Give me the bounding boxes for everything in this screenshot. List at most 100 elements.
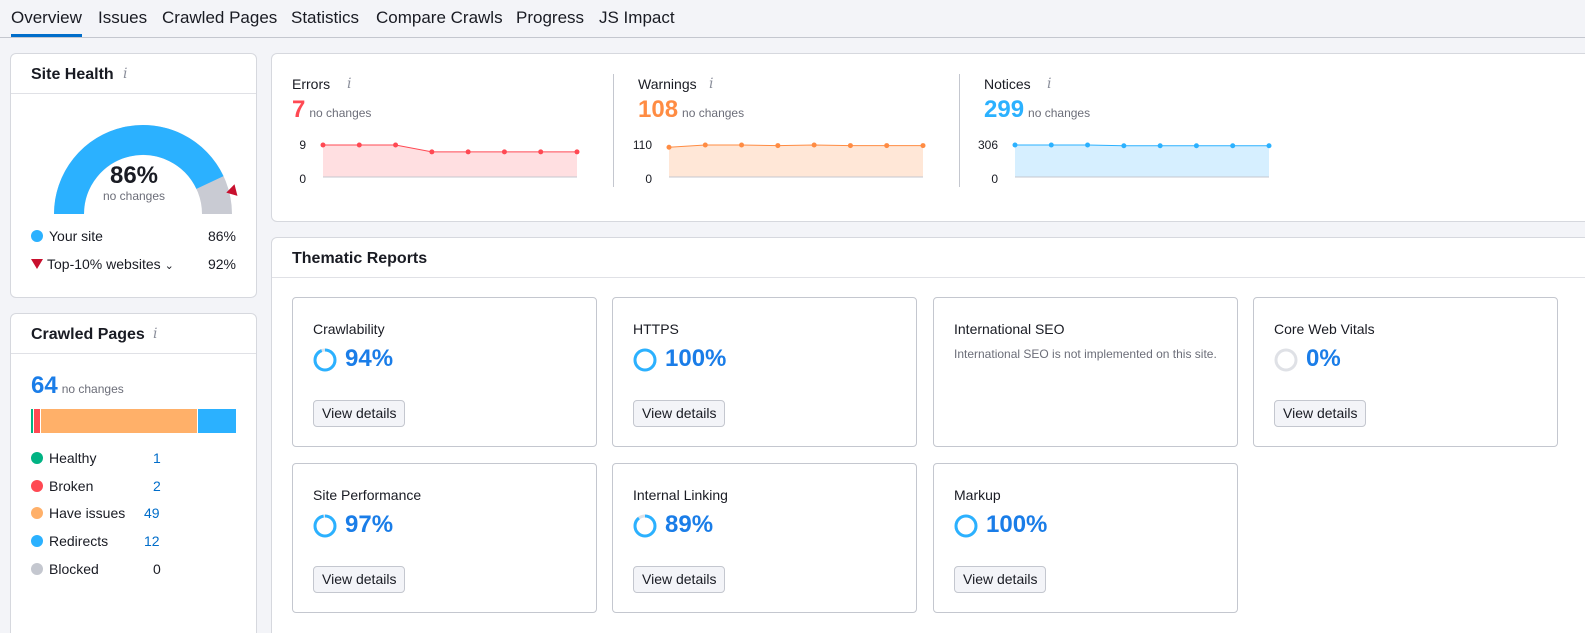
tab-progress[interactable]: Progress <box>516 8 585 27</box>
warnings-line <box>668 144 923 148</box>
notices-point-2[interactable] <box>1085 142 1091 148</box>
report-name: Crawlability <box>313 321 385 337</box>
thematic-reports-title: Thematic Reports <box>292 250 428 267</box>
bar-segment-redirects[interactable] <box>198 409 237 433</box>
errors-point-5[interactable] <box>501 149 507 155</box>
warnings-info-icon[interactable]: i <box>709 76 714 92</box>
progress-ring-icon <box>313 348 337 372</box>
warnings-point-1[interactable] <box>702 142 708 148</box>
errors-point-2[interactable] <box>393 142 399 148</box>
notices-point-7[interactable] <box>1266 143 1272 149</box>
errors-point-6[interactable] <box>538 149 544 155</box>
errors-count[interactable]: 7 <box>292 96 306 123</box>
warnings-point-2[interactable] <box>739 142 745 148</box>
tab-issues[interactable]: Issues <box>98 8 148 27</box>
have-issues-label: Have issues <box>49 505 126 522</box>
blocked-label: Blocked <box>49 560 99 577</box>
report-score[interactable]: 89% <box>665 511 714 538</box>
thematic-reports-card: Thematic Reports Crawlability 94% View det… <box>271 237 1585 633</box>
tab-compare-crawls[interactable]: Compare Crawls <box>376 8 503 27</box>
view-details-button[interactable]: View details <box>313 400 406 427</box>
warnings-point-7[interactable] <box>920 143 926 149</box>
chevron-down-icon[interactable]: ⌄ <box>164 260 174 272</box>
notices-point-4[interactable] <box>1157 143 1163 149</box>
errors-axis-max: 9 <box>299 138 306 152</box>
errors-info-icon[interactable]: i <box>347 76 352 92</box>
warnings-point-0[interactable] <box>666 144 672 150</box>
report-name: Core Web Vitals <box>1274 321 1375 337</box>
bar-segment-have-issues[interactable] <box>40 409 199 433</box>
warnings-point-5[interactable] <box>847 143 853 149</box>
notices-point-0[interactable] <box>1012 142 1018 148</box>
crawled-pages-info-icon[interactable]: i <box>153 326 158 342</box>
report-name: International SEO <box>954 321 1065 337</box>
report-card-markup: Markup 100% View details <box>933 463 1238 613</box>
legend-your-site: Your site <box>31 228 103 244</box>
view-details-button[interactable]: View details <box>633 566 726 593</box>
errors-point-1[interactable] <box>356 142 362 148</box>
errors-point-4[interactable] <box>465 149 471 155</box>
redirects-count[interactable]: 12 <box>144 533 160 550</box>
legend-top10[interactable]: Top-10% websites ⌄ <box>31 256 174 272</box>
have-issues-count[interactable]: 49 <box>144 505 160 522</box>
report-score[interactable]: 0% <box>1306 345 1341 372</box>
bar-segment-healthy[interactable] <box>31 409 35 433</box>
tab-overview[interactable]: Overview <box>11 8 82 27</box>
errors-point-7[interactable] <box>574 149 580 155</box>
report-score[interactable]: 100% <box>986 511 1048 538</box>
view-details-button[interactable]: View details <box>954 566 1047 593</box>
warnings-label: Warnings <box>638 76 697 92</box>
view-details-button[interactable]: View details <box>313 566 406 593</box>
healthy-label: Healthy <box>49 450 97 466</box>
report-card-core-web-vitals: Core Web Vitals 0% View details <box>1253 297 1558 447</box>
warnings-point-6[interactable] <box>884 143 890 149</box>
errors-area <box>323 145 577 177</box>
redirects-dot-icon <box>31 535 43 548</box>
triangle-down-icon <box>31 259 43 269</box>
crawled-pages-title: Crawled Pages <box>31 326 145 343</box>
tab-crawled-pages[interactable]: Crawled Pages <box>162 8 278 27</box>
report-name: Markup <box>954 487 1001 503</box>
view-details-button[interactable]: View details <box>633 400 726 427</box>
notices-point-3[interactable] <box>1121 143 1127 149</box>
legend-redirects: Redirects <box>31 533 108 549</box>
report-card-site-performance: Site Performance 97% View details <box>292 463 597 613</box>
errors-point-3[interactable] <box>429 149 435 155</box>
site-health-info-icon[interactable]: i <box>123 66 128 82</box>
blocked-dot-icon <box>31 562 43 575</box>
notices-point-1[interactable] <box>1048 142 1054 148</box>
warnings-note: no changes <box>682 106 745 120</box>
report-score[interactable]: 97% <box>345 511 394 538</box>
broken-count[interactable]: 2 <box>153 477 161 494</box>
notices-info-icon[interactable]: i <box>1047 76 1052 92</box>
crawled-pages-card: Crawled Pages i 64 no changes Healthy 1 Bro… <box>10 313 257 633</box>
report-card-internal-linking: Internal Linking 89% View details <box>612 463 917 613</box>
report-card-https: HTTPS 100% View details <box>612 297 917 447</box>
notices-point-5[interactable] <box>1193 143 1199 149</box>
broken-label: Broken <box>49 477 94 494</box>
legend-blocked: Blocked <box>31 561 99 577</box>
progress-ring-icon <box>313 514 337 538</box>
crawled-pages-total[interactable]: 64 <box>31 372 58 399</box>
notices-count[interactable]: 299 <box>984 96 1025 123</box>
progress-ring-icon <box>633 514 657 538</box>
report-score[interactable]: 94% <box>345 345 394 372</box>
tab-statistics[interactable]: Statistics <box>291 8 360 27</box>
crawled-pages-bar[interactable] <box>31 409 237 433</box>
warnings-count[interactable]: 108 <box>638 96 679 123</box>
view-details-button[interactable]: View details <box>1274 400 1367 427</box>
warnings-point-3[interactable] <box>775 143 781 149</box>
bar-segment-broken[interactable] <box>34 409 41 433</box>
healthy-count[interactable]: 1 <box>153 450 161 466</box>
notices-point-6[interactable] <box>1230 143 1236 149</box>
report-description: International SEO is not implemented on … <box>954 347 1217 361</box>
report-score[interactable]: 100% <box>665 345 727 372</box>
legend-healthy: Healthy <box>31 450 96 466</box>
column-divider <box>613 74 614 187</box>
errors-point-0[interactable] <box>320 142 326 148</box>
report-name: HTTPS <box>633 321 679 337</box>
tab-js-impact[interactable]: JS Impact <box>599 8 675 27</box>
legend-have-issues: Have issues <box>31 505 125 521</box>
warnings-point-4[interactable] <box>811 142 817 148</box>
report-name: Site Performance <box>313 487 422 503</box>
